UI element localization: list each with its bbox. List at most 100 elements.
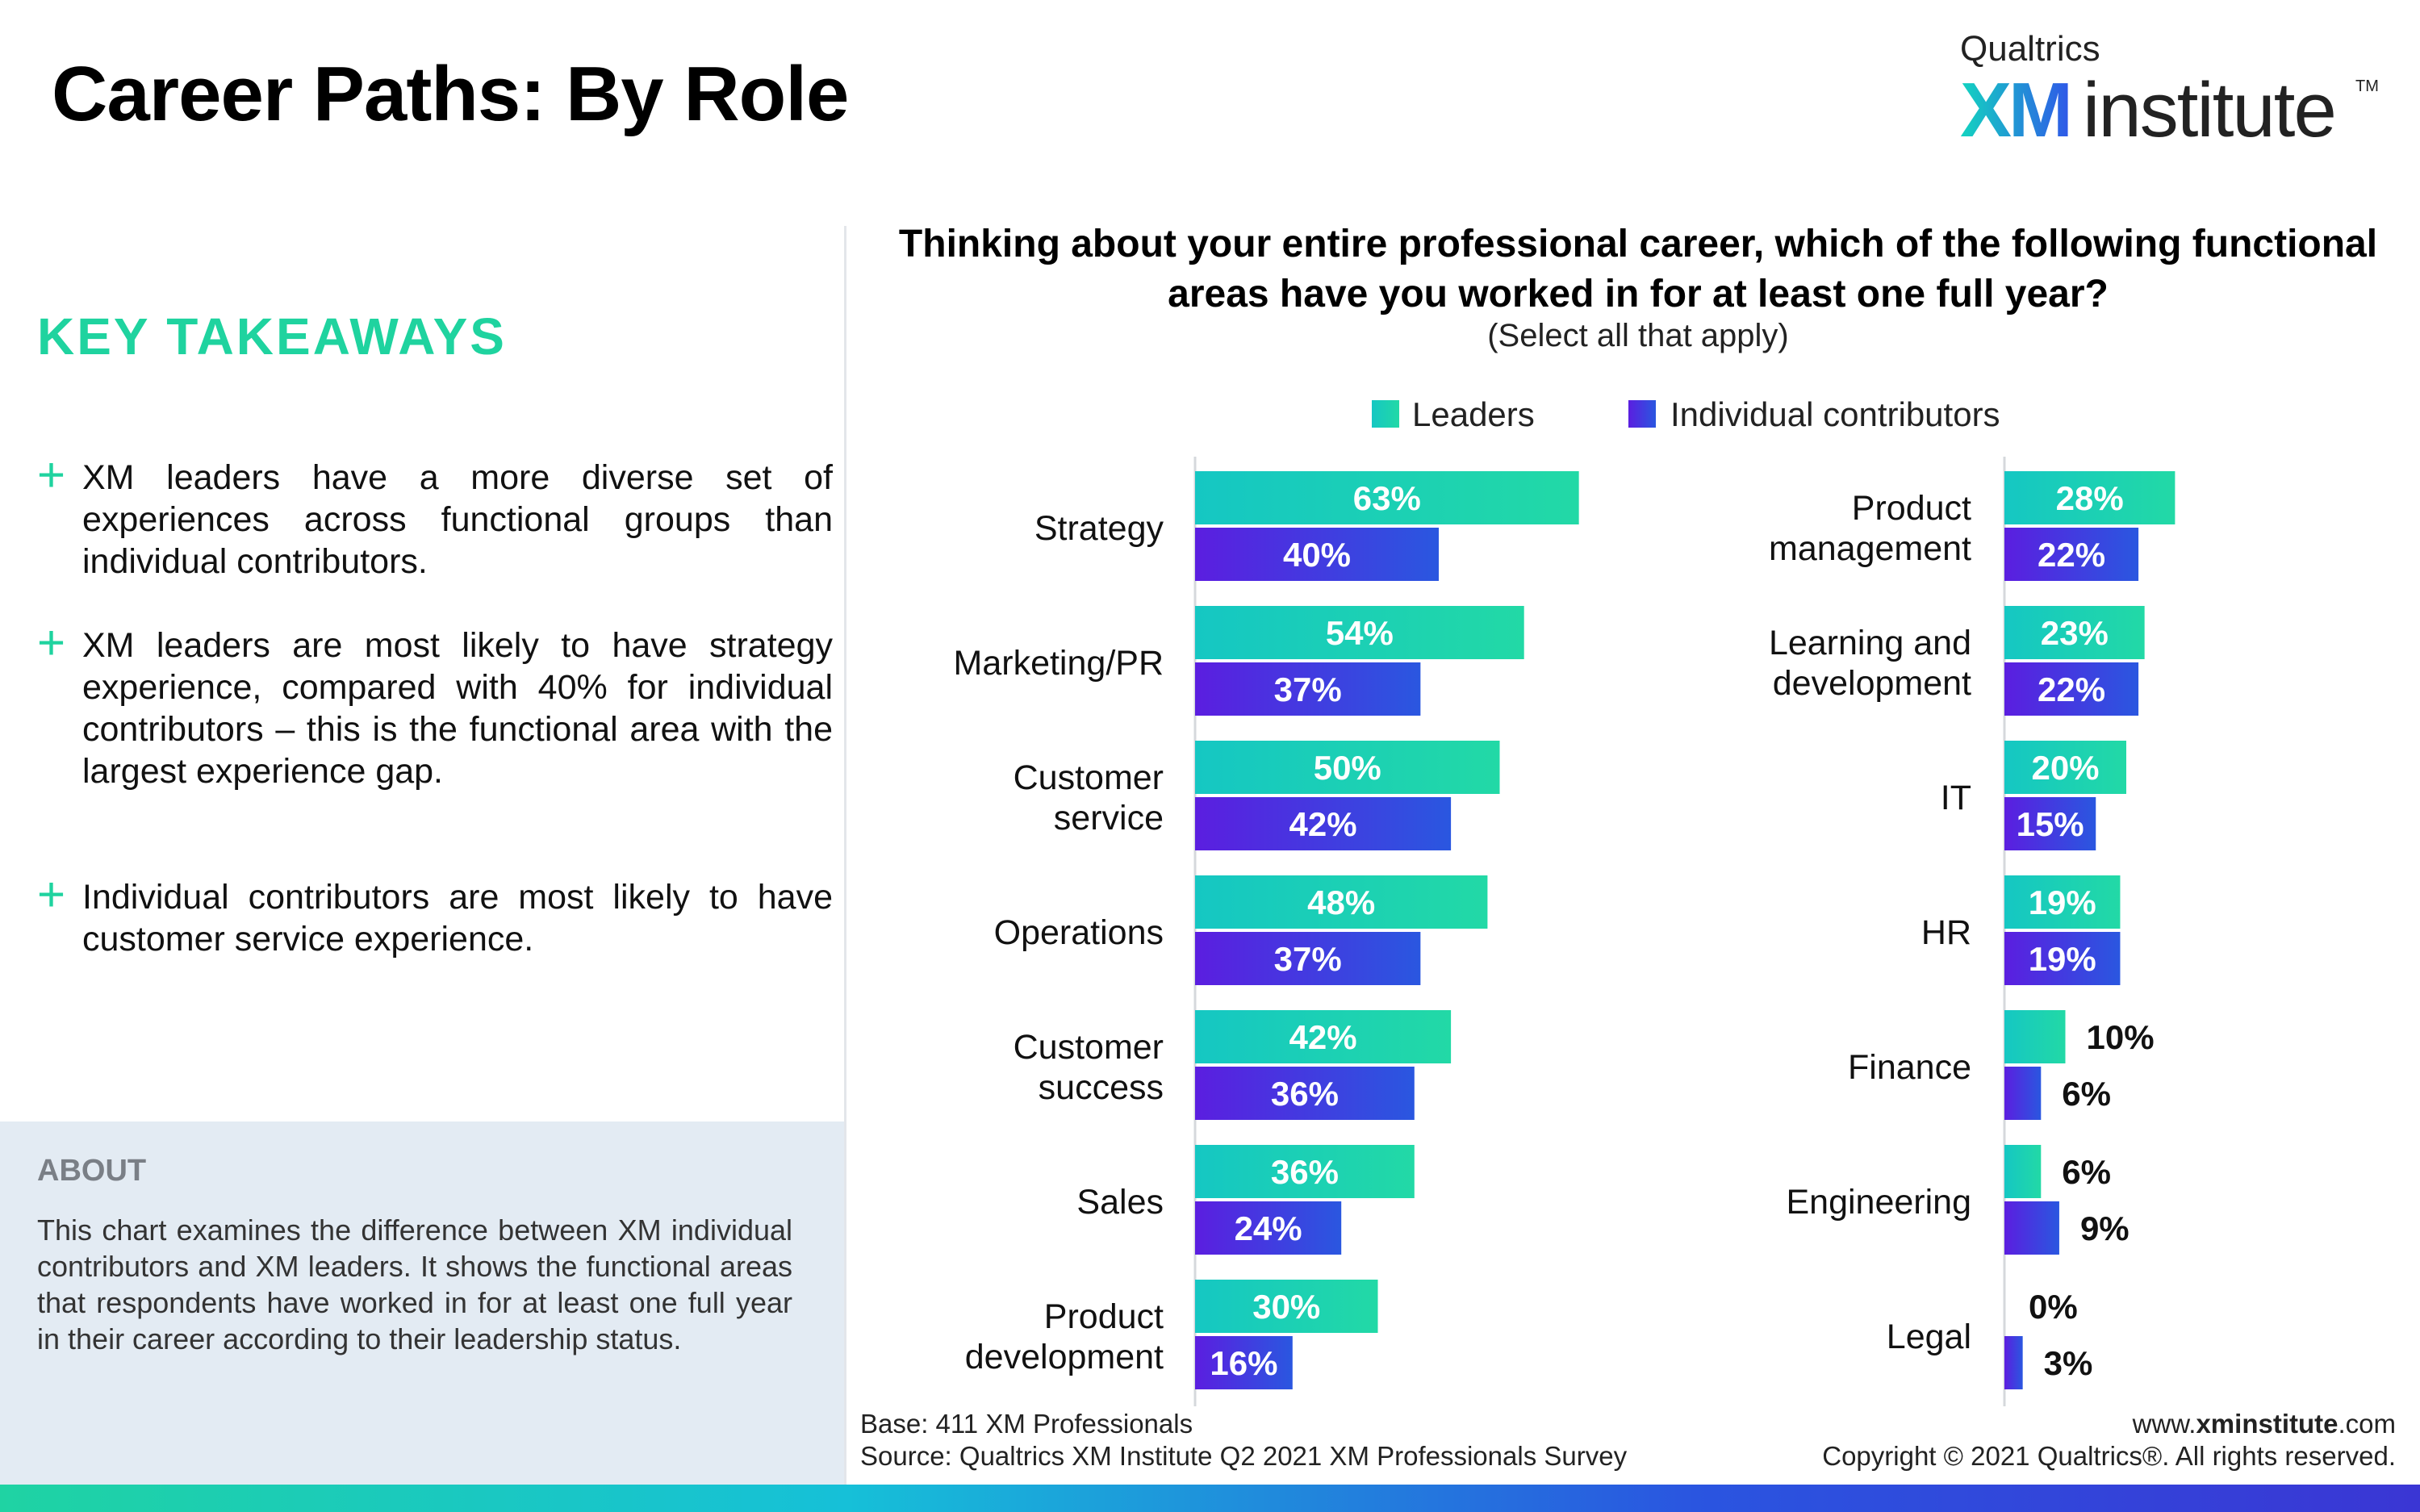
- bar-leaders: [2004, 606, 2145, 659]
- logo-qualtrics: Qualtrics: [1960, 29, 2100, 69]
- data-label-leaders: 10%: [2087, 1018, 2155, 1056]
- bar-leaders: [2004, 875, 2121, 929]
- bar-leaders: [1195, 1280, 1378, 1333]
- category-label: Learning and development: [1769, 624, 1971, 703]
- bar-individual-contributors: [2004, 1336, 2023, 1389]
- section-divider: [844, 226, 846, 1485]
- logo-institute: institute: [2083, 67, 2337, 153]
- bar-individual-contributors: [1195, 1067, 1415, 1120]
- bar-individual-contributors: [1195, 1336, 1293, 1389]
- category-label-line: development: [965, 1338, 1164, 1376]
- data-label-individual-contributors: 22%: [2038, 536, 2105, 574]
- data-label-leaders: 0%: [2029, 1288, 2078, 1326]
- category-label-line: service: [1054, 799, 1164, 837]
- category-label: Customer service: [1014, 758, 1164, 837]
- category-label-line: Operations: [994, 913, 1164, 952]
- category-label-line: Marketing/PR: [954, 644, 1164, 683]
- bar-individual-contributors: [1195, 662, 1421, 716]
- data-label-individual-contributors: 16%: [1210, 1344, 1277, 1382]
- page-title: Career Paths: By Role: [52, 51, 849, 137]
- data-label-individual-contributors: 42%: [1289, 805, 1357, 843]
- bar-individual-contributors: [1195, 932, 1421, 985]
- category-label-line: Legal: [1887, 1318, 1971, 1356]
- footer-url-prefix: www.: [2132, 1409, 2196, 1439]
- about-heading: ABOUT: [37, 1154, 147, 1188]
- legend-label-leaders: Leaders: [1412, 395, 1535, 433]
- bar-leaders: [1195, 606, 1524, 659]
- bar-individual-contributors: [2004, 662, 2139, 716]
- data-label-leaders: 48%: [1307, 883, 1375, 921]
- legend-swatch-leaders: [1372, 400, 1399, 428]
- data-label-leaders: 23%: [2041, 614, 2109, 652]
- legend-label-individual-contributors: Individual contributors: [1670, 395, 2000, 433]
- data-label-individual-contributors: 9%: [2080, 1209, 2130, 1247]
- bar-individual-contributors: [1195, 1201, 1342, 1255]
- category-label-line: Customer: [1014, 1028, 1164, 1067]
- data-label-individual-contributors: 6%: [2062, 1075, 2111, 1113]
- data-label-leaders: 30%: [1252, 1288, 1320, 1326]
- takeaway-text: XM leaders are most likely to have strat…: [82, 626, 833, 791]
- data-label-individual-contributors: 36%: [1271, 1075, 1339, 1113]
- category-label: Legal: [1887, 1318, 1971, 1356]
- category-label-line: IT: [1941, 779, 1971, 817]
- logo-xm: XM: [1960, 67, 2073, 153]
- bar-individual-contributors: [2004, 1201, 2059, 1255]
- data-label-leaders: 54%: [1326, 614, 1394, 652]
- data-label-individual-contributors: 22%: [2038, 670, 2105, 708]
- xm-institute-logo: Qualtrics XM institute TM: [1960, 29, 2380, 153]
- bar-leaders: [1195, 1010, 1452, 1063]
- category-label: Marketing/PR: [954, 644, 1164, 683]
- footer-source: Source: Qualtrics XM Institute Q2 2021 X…: [860, 1441, 1628, 1471]
- data-label-leaders: 6%: [2062, 1153, 2111, 1191]
- category-label: Engineering: [1786, 1183, 1971, 1222]
- category-label: Strategy: [1034, 509, 1164, 548]
- bar-leaders: [2004, 741, 2126, 794]
- takeaway-text: Individual contributors are most likely …: [82, 878, 833, 959]
- footer-url: www.xminstitute.com: [2133, 1409, 2396, 1439]
- plus-icon: +: [37, 616, 66, 670]
- data-label-individual-contributors: 15%: [2017, 805, 2084, 843]
- category-label-line: Sales: [1076, 1183, 1164, 1222]
- data-label-leaders: 50%: [1314, 749, 1381, 787]
- data-label-leaders: 20%: [2031, 749, 2099, 787]
- category-label: Product development: [965, 1297, 1164, 1376]
- plus-icon: +: [37, 448, 66, 502]
- bar-leaders: [1195, 741, 1500, 794]
- category-label-line: Engineering: [1786, 1183, 1971, 1222]
- data-label-individual-contributors: 19%: [2029, 940, 2096, 978]
- data-label-leaders: 36%: [1271, 1153, 1339, 1191]
- bar-leaders: [2004, 471, 2175, 524]
- data-label-leaders: 42%: [1289, 1018, 1357, 1056]
- bar-individual-contributors: [2004, 932, 2121, 985]
- bar-leaders: [2004, 1145, 2042, 1198]
- key-takeaways-heading: KEY TAKEAWAYS: [37, 307, 507, 365]
- data-label-leaders: 19%: [2029, 883, 2096, 921]
- bar-individual-contributors: [2004, 797, 2096, 850]
- legend-swatch-individual-contributors: [1628, 400, 1656, 428]
- data-label-leaders: 28%: [2056, 479, 2124, 517]
- bar-individual-contributors: [1195, 528, 1439, 581]
- category-label-line: management: [1769, 529, 1971, 568]
- footer-copyright: Copyright © 2021 Qualtrics®. All rights …: [1822, 1441, 2396, 1471]
- data-label-individual-contributors: 24%: [1235, 1209, 1302, 1247]
- bar-leaders: [1195, 471, 1579, 524]
- about-text: This chart examines the difference betwe…: [37, 1213, 792, 1355]
- footer-url-bold: xminstitute: [2196, 1409, 2338, 1439]
- category-label-line: Customer: [1014, 758, 1164, 797]
- bar-leaders: [2004, 1010, 2066, 1063]
- category-label-line: HR: [1921, 913, 1971, 952]
- data-label-individual-contributors: 37%: [1274, 670, 1342, 708]
- bar-leaders: [1195, 1145, 1415, 1198]
- category-label-line: development: [1773, 664, 1971, 703]
- category-label-line: success: [1039, 1068, 1164, 1107]
- category-label-line: Strategy: [1034, 509, 1164, 548]
- footer-base: Base: 411 XM Professionals: [860, 1409, 1193, 1439]
- bar-individual-contributors: [1195, 797, 1452, 850]
- category-label: Finance: [1848, 1048, 1971, 1087]
- chart-title: Thinking about your entire professional …: [898, 223, 2378, 315]
- data-label-leaders: 63%: [1353, 479, 1421, 517]
- category-label: Sales: [1076, 1183, 1164, 1222]
- category-label-line: Product: [1852, 489, 1971, 528]
- data-label-individual-contributors: 40%: [1283, 536, 1351, 574]
